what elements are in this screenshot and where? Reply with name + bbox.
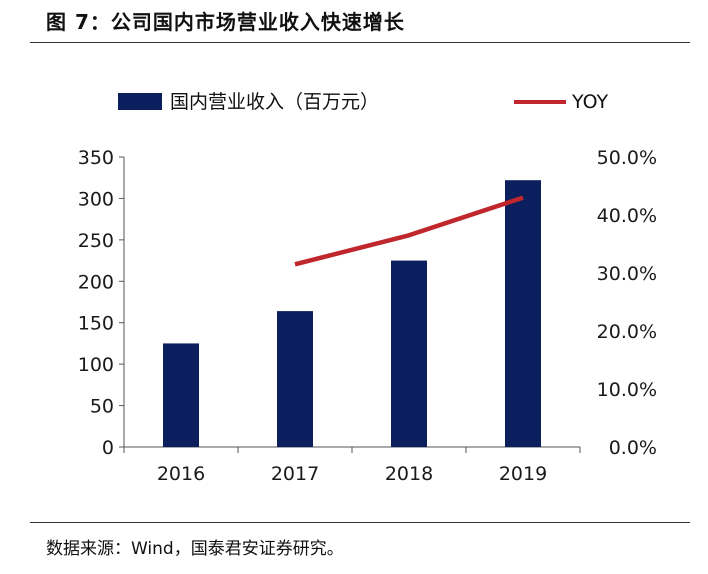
x-tick-label: 2016 [157, 463, 205, 485]
y-left-tick-label: 200 [78, 271, 114, 293]
y-right-tick-label: 40.0% [597, 205, 657, 227]
y-left-tick-label: 300 [78, 188, 114, 210]
legend-bar-label: 国内营业收入（百万元） [170, 91, 379, 113]
bottom-rule [30, 522, 690, 523]
y-right-tick-label: 30.0% [597, 263, 657, 285]
y-right-tick-label: 50.0% [597, 147, 657, 169]
source-note: 数据来源：Wind，国泰君安证券研究。 [46, 539, 344, 559]
x-tick-label: 2018 [385, 463, 433, 485]
legend-line-label: YOY [571, 91, 608, 113]
top-rule [30, 42, 690, 43]
figure-title: 图 7：公司国内市场营业收入快速增长 [46, 10, 405, 34]
y-left-tick-label: 250 [78, 230, 114, 252]
y-left-tick-label: 150 [78, 313, 114, 335]
y-right-tick-label: 20.0% [597, 321, 657, 343]
bar-2018 [391, 260, 427, 447]
y-right-tick-label: 10.0% [597, 379, 657, 401]
y-left-tick-label: 0 [102, 437, 114, 459]
bar-2017 [277, 311, 313, 447]
x-tick-label: 2019 [499, 463, 547, 485]
y-left-tick-label: 350 [78, 147, 114, 169]
bar-2016 [163, 343, 199, 447]
bar-2019 [505, 180, 541, 447]
legend: 国内营业收入（百万元） YOY [118, 91, 608, 113]
y-left-tick-label: 100 [78, 354, 114, 376]
legend-bar-swatch [118, 93, 162, 110]
y-left-tick-label: 50 [90, 396, 114, 418]
y-right-tick-label: 0.0% [609, 437, 657, 459]
yoy-line [294, 195, 524, 267]
x-tick-label: 2017 [271, 463, 319, 485]
